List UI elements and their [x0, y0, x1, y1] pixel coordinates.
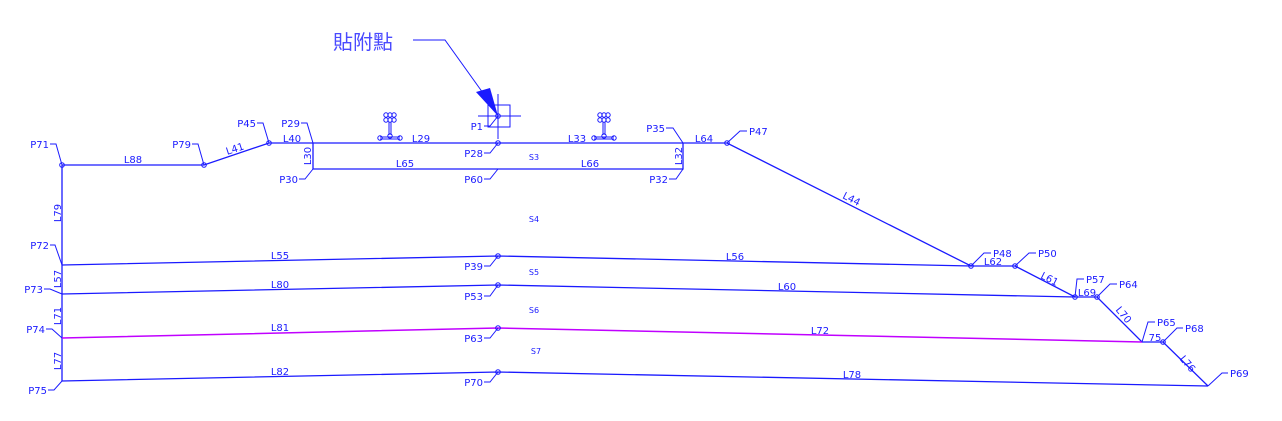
point-label: P68 [1185, 324, 1204, 335]
point-label: P65 [1157, 318, 1176, 329]
point-label: P39 [464, 262, 483, 273]
line-label: L32 [674, 147, 685, 165]
point-marker [1012, 263, 1018, 269]
line-labels: L88 L41 L40 L30 L29 L65 L33 L66 L32 L64 … [53, 134, 1197, 381]
point-label: P69 [1230, 369, 1249, 380]
point-label: P32 [649, 175, 668, 186]
line-label: L60 [778, 282, 796, 293]
line-label: L69 [1078, 288, 1096, 299]
line-L30-L65-L66-L32 [312, 143, 684, 170]
line-label: L66 [581, 159, 599, 170]
line-label: L56 [726, 252, 744, 263]
point-labels: P71 P79 P45 P29 P30 P1 P28 P60 P35 P32 P… [24, 119, 1249, 397]
point-marker [201, 162, 207, 168]
profile-lines [61, 142, 1209, 387]
point-label: P57 [1086, 275, 1105, 286]
point-label: P73 [24, 285, 43, 296]
point-label: P71 [30, 140, 49, 151]
line-top-surface [62, 142, 1209, 387]
line-label: 75 [1149, 333, 1162, 344]
point-marker [495, 253, 501, 259]
line-label: L41 [225, 142, 246, 158]
line-label: L77 [53, 352, 64, 370]
point-marker [495, 140, 501, 146]
line-label: L57 [53, 270, 64, 288]
point-marker [59, 162, 65, 168]
annotation-leader [413, 39, 489, 101]
point-label: P74 [26, 325, 45, 336]
point-label: P79 [172, 140, 191, 151]
point-label: P60 [464, 175, 483, 186]
point-label: P48 [993, 249, 1012, 260]
point-label: P53 [464, 292, 483, 303]
point-marker [724, 140, 730, 146]
line-label: L70 [1113, 305, 1133, 326]
point-label: P70 [464, 378, 483, 389]
point-label: P75 [28, 386, 47, 397]
point-marker [495, 369, 501, 375]
line-label: L71 [53, 307, 64, 325]
region-label: S4 [529, 215, 539, 224]
line-label: L33 [568, 134, 586, 145]
point-label: P72 [30, 241, 49, 252]
point-label: P47 [749, 127, 768, 138]
point-marker [1160, 339, 1166, 345]
region-label: S5 [529, 268, 539, 277]
line-label: L64 [695, 134, 713, 145]
point-label: P35 [646, 124, 665, 135]
snap-point-label: 貼附點 [333, 30, 393, 54]
line-label: L40 [283, 134, 301, 145]
line-L55-L56 [61, 255, 972, 267]
point-leaders [44, 115, 1228, 391]
line-label: L62 [984, 257, 1002, 268]
point-marker [968, 263, 974, 269]
region-label: S3 [529, 153, 539, 162]
point-marker [1094, 294, 1100, 300]
line-label: L55 [271, 251, 289, 262]
point-label: P45 [237, 119, 256, 130]
point-label: P1 [471, 122, 483, 133]
point-label: P28 [464, 149, 483, 160]
point-label: P50 [1038, 249, 1057, 260]
point-label: P29 [281, 119, 300, 130]
line-label: L78 [843, 370, 861, 381]
line-label: L82 [271, 367, 289, 378]
line-L80-L60 [61, 284, 1076, 298]
point-label: P64 [1119, 280, 1138, 291]
rail-icon [591, 112, 617, 141]
line-label: L88 [124, 155, 142, 166]
point-label: P30 [279, 175, 298, 186]
region-label: S6 [529, 306, 539, 315]
point-marker [495, 282, 501, 288]
point-label: P63 [464, 334, 483, 345]
point-markers [59, 113, 1166, 375]
point-marker [266, 140, 272, 146]
arrowhead-icon [476, 88, 498, 116]
region-label: S7 [531, 347, 541, 356]
line-label: L79 [53, 204, 64, 222]
line-label: L80 [271, 280, 289, 291]
line-L81-L72 [61, 327, 1143, 343]
line-L82-L78 [61, 371, 1209, 387]
line-label: L29 [412, 134, 430, 145]
region-labels: S3 S4 S5 S6 S7 [529, 153, 541, 356]
line-label: L65 [396, 159, 414, 170]
snap-point-annotation: 貼附點 [333, 30, 521, 139]
line-label: L61 [1038, 271, 1059, 289]
rail-icon [377, 112, 403, 141]
line-label: L72 [811, 326, 829, 337]
line-label: L81 [271, 323, 289, 334]
point-marker [495, 325, 501, 331]
line-label: L30 [303, 147, 314, 165]
